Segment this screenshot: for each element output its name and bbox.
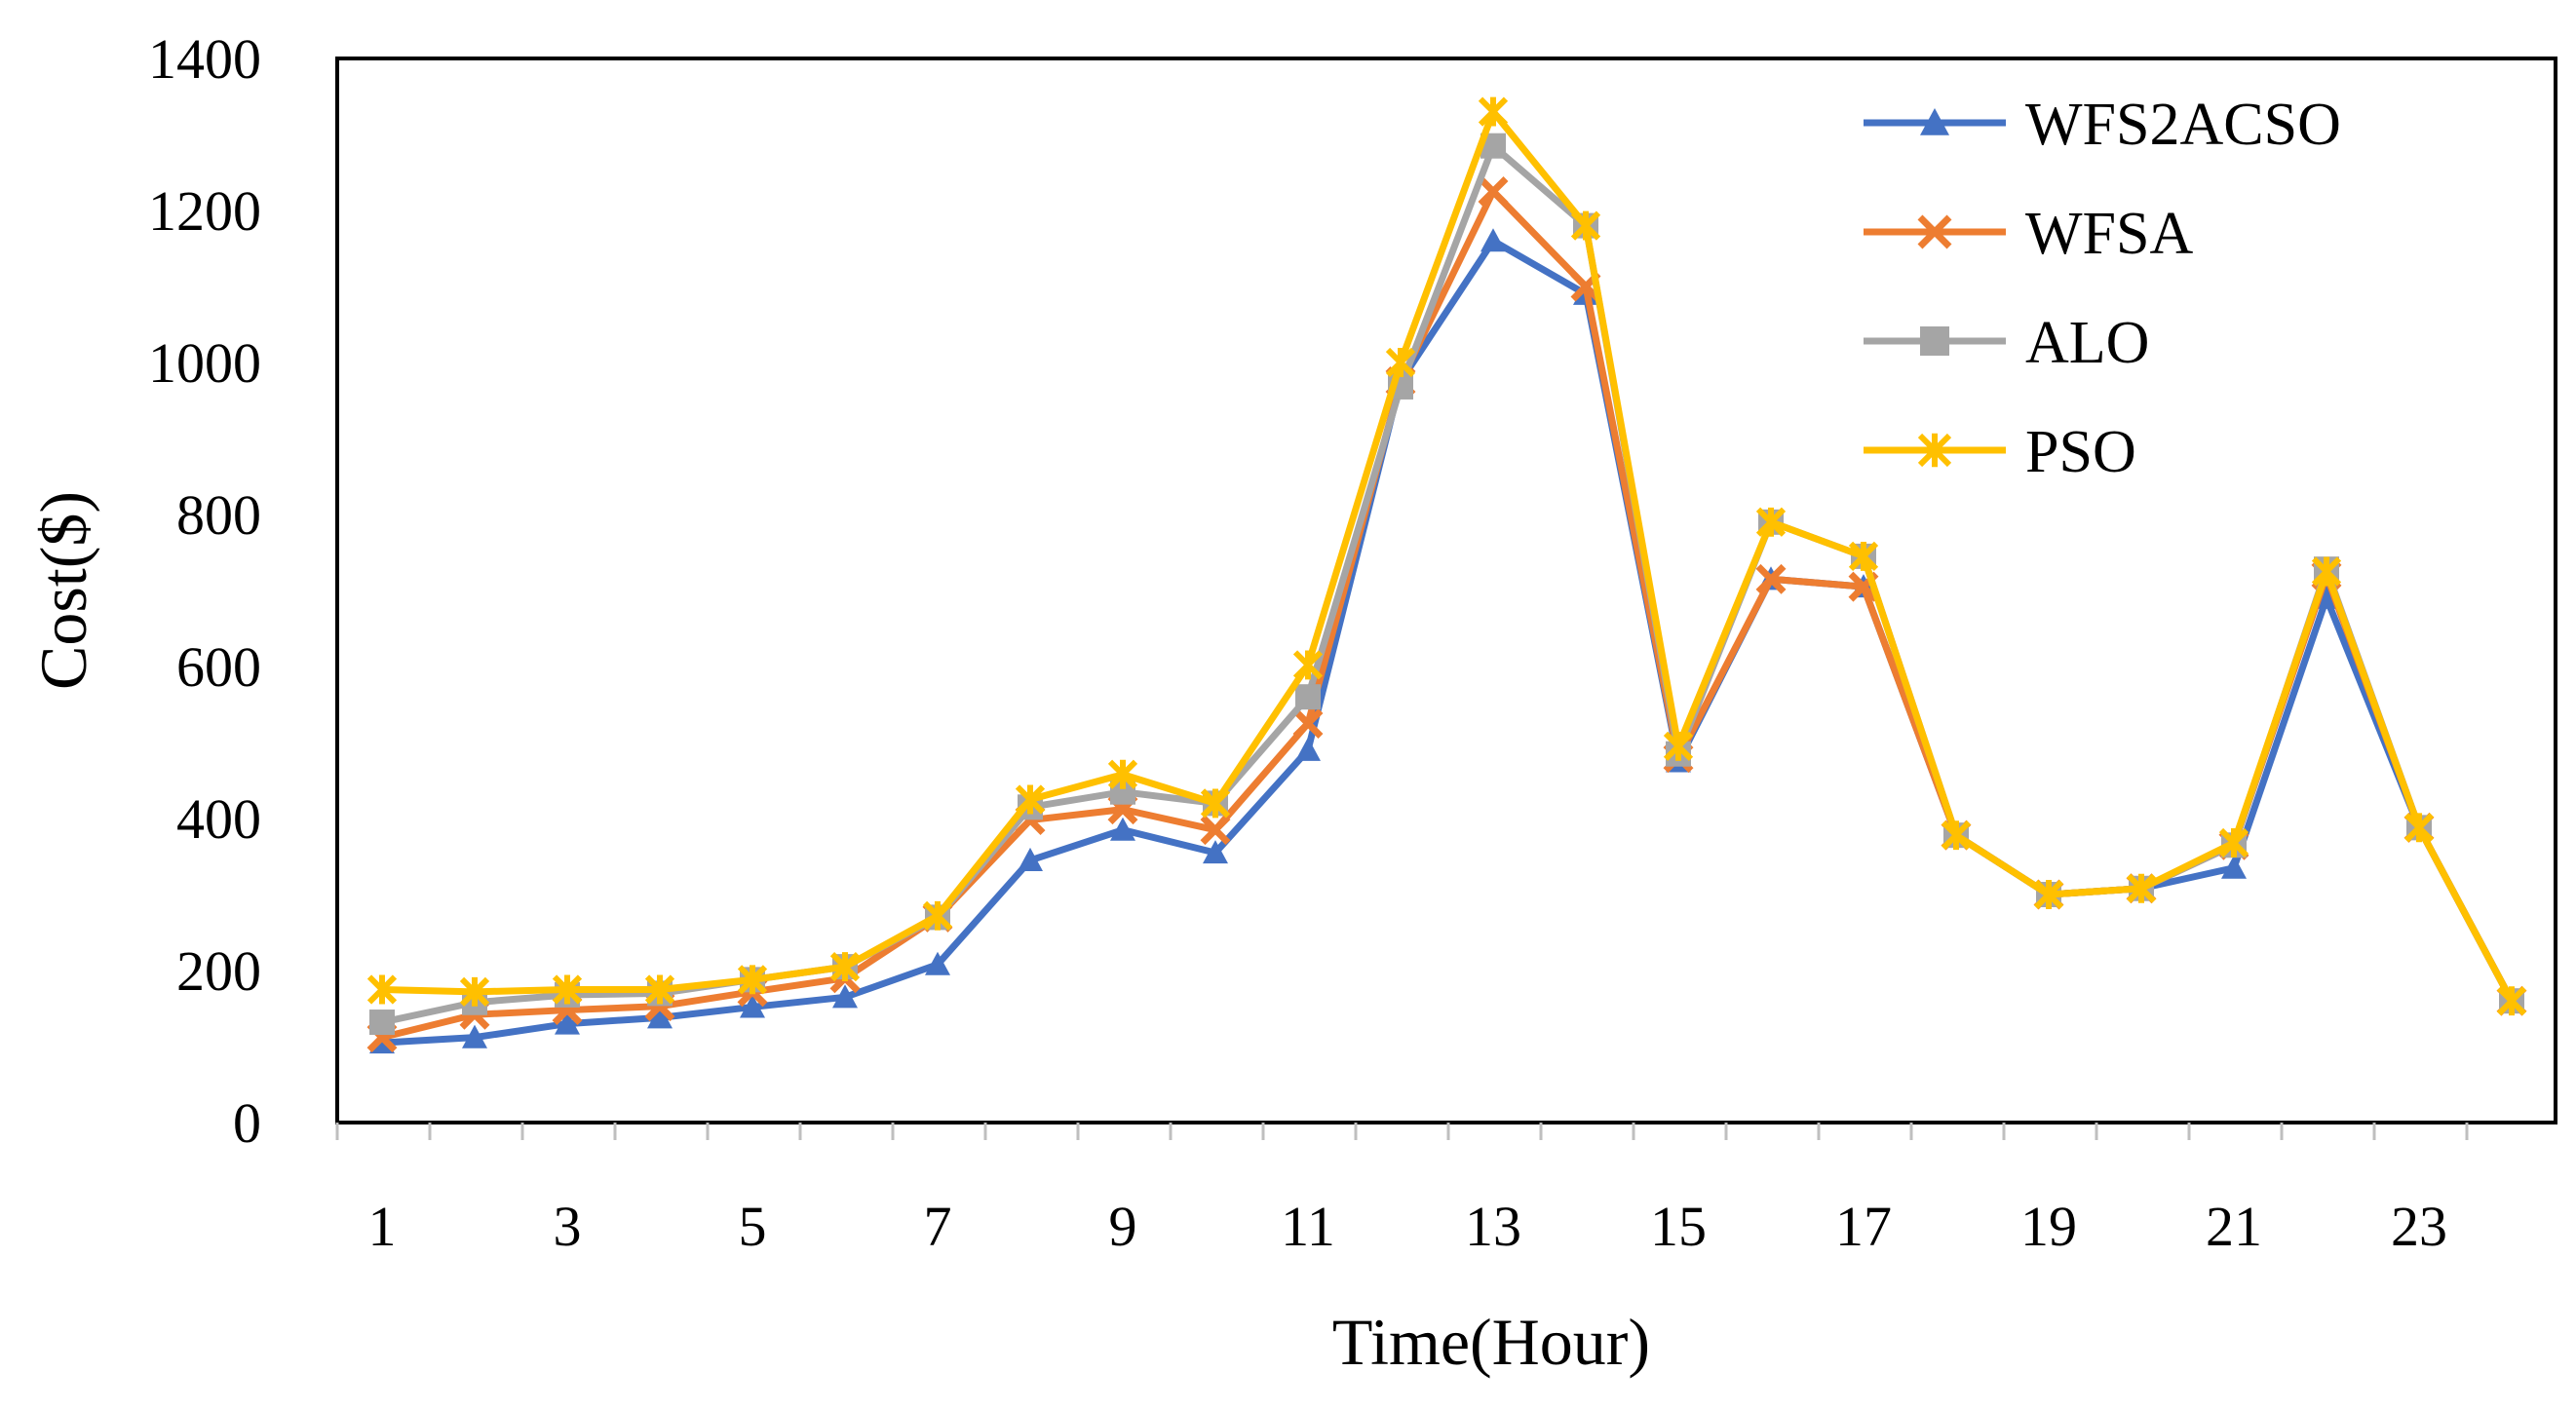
marker-star [2126,873,2157,903]
series-line-alo [381,142,2516,1026]
marker-star [1478,96,1509,127]
marker-triangle [740,994,765,1018]
marker-triangle [1018,847,1043,871]
y-tick-label: 400 [176,787,261,851]
y-tick-label: 600 [176,635,261,699]
legend-item-alo: ALO [1864,310,2149,376]
marker-square [1920,326,1949,356]
marker-square [369,1010,395,1036]
x-tick-label: 19 [2020,1195,2077,1258]
y-axis-title: Cost($) [26,491,100,690]
legend: WFS2ACSO WFSA ALO PSO [1864,92,2341,485]
x-axis-title: Time(Hour) [1332,1305,1650,1379]
marker-star [552,974,583,1005]
legend-item-pso: PSO [1864,419,2136,485]
marker-star [459,976,490,1007]
legend-label: WFS2ACSO [2025,92,2341,158]
series-wfs2acso [369,228,2524,1054]
marker-star [366,974,398,1005]
series-layer [366,96,2527,1054]
marker-x [1478,176,1509,207]
x-tick-label: 13 [1465,1195,1521,1258]
marker-triangle [832,984,858,1009]
marker-triangle [647,1005,673,1029]
marker-star [1848,541,1879,572]
marker-x [1917,214,1952,249]
marker-star [737,965,768,995]
marker-triangle [462,1024,487,1048]
marker-star [1292,650,1324,680]
marker-star [1015,784,1046,815]
marker-triangle [555,1010,580,1035]
series-line-wfsa [381,188,2516,1042]
marker-triangle [2221,855,2247,879]
marker-star [1570,210,1601,241]
marker-x [1755,563,1787,594]
marker-star [2496,986,2527,1016]
marker-triangle [925,951,950,975]
x-tick-label: 7 [924,1195,952,1258]
marker-triangle [1295,737,1321,761]
x-tick-label: 11 [1281,1195,1335,1258]
marker-star [1385,347,1416,378]
x-tick-label: 21 [2206,1195,2262,1258]
x-tick-label: 5 [739,1195,767,1258]
plot-frame [335,57,2557,1124]
marker-star [1941,820,1972,851]
x-tick-label: 17 [1835,1195,1892,1258]
marker-star [1107,759,1138,789]
y-tick-label: 1000 [148,331,261,395]
legend-label: WFSA [2025,201,2193,267]
marker-star [829,951,861,982]
legend-item-wfsa: WFSA [1864,201,2193,267]
marker-star [1663,731,1694,762]
series-pso [366,96,2527,1016]
series-line-pso [381,108,2516,1003]
marker-star [2403,813,2435,843]
legend-label: PSO [2025,419,2136,485]
marker-triangle [1110,817,1135,841]
y-tick-label: 800 [176,483,261,547]
marker-star [1755,507,1787,537]
x-tick-label: 1 [368,1195,397,1258]
x-tick-label: 15 [1650,1195,1707,1258]
marker-triangle [1480,228,1506,252]
marker-star [2033,879,2064,910]
legend-item-wfs2acso: WFS2ACSO [1864,92,2341,158]
marker-star [1917,433,1952,468]
marker-triangle [1203,840,1228,864]
x-tick-label: 3 [554,1195,582,1258]
marker-triangle [1920,108,1949,135]
series-line-wfs2acso [381,237,2516,1047]
series-alo [369,133,2524,1036]
marker-star [2311,556,2342,587]
marker-x [1292,708,1324,739]
y-tick-label: 1200 [148,179,261,243]
y-tick-label: 0 [233,1091,261,1155]
marker-star [922,900,953,931]
ticks-layer: 1 3 5 7 9 11 13 15 17 19 21 23020040060080010001200… [148,27,2469,1258]
x-tick-label: 9 [1109,1195,1137,1258]
y-tick-label: 1400 [148,27,261,91]
marker-star [644,974,675,1005]
marker-star [2218,827,2249,858]
marker-x [1200,815,1231,846]
legend-label: ALO [2025,310,2149,376]
marker-square [1295,684,1321,710]
marker-star [1200,788,1231,819]
y-tick-label: 200 [176,939,261,1003]
x-tick-label: 23 [2391,1195,2447,1258]
